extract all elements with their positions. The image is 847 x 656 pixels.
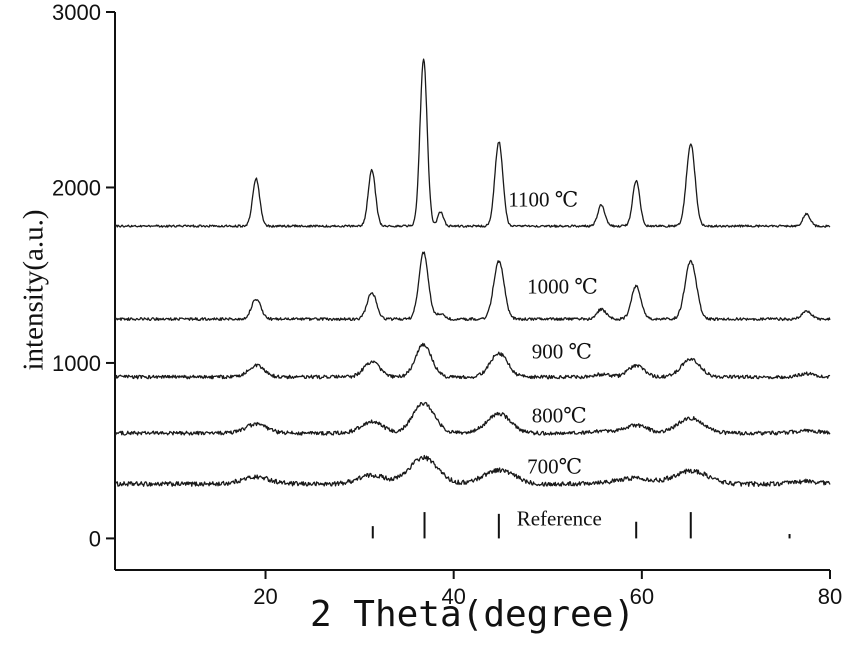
x-axis-title: 2 Theta(degree) [309,594,636,635]
y-tick-label: 1000 [52,351,101,376]
series-label-700c: 700℃ [527,454,583,479]
reference-label: Reference [516,506,602,531]
y-tick-label: 2000 [52,175,101,200]
xrd-curve-1000 [114,251,831,322]
series-label-800c: 800℃ [531,403,587,428]
x-tick-label: 40 [441,584,465,609]
x-tick-label: 80 [818,584,842,609]
series-label-1000c: 1000 ℃ [527,274,598,299]
x-tick-label: 20 [253,584,277,609]
series-label-1100c: 1100 ℃ [508,187,579,212]
x-tick-label: 60 [630,584,654,609]
xrd-curve-700 [114,454,831,487]
y-tick-label: 0 [89,526,101,551]
y-axis-title: intensity(a.u.) [17,209,50,371]
xrd-curve-800 [114,401,831,436]
series-label-900c: 900 ℃ [531,339,593,364]
xrd-curve-1100 [114,58,831,228]
y-tick-label: 3000 [52,0,101,25]
xrd-curve-900 [114,342,831,380]
